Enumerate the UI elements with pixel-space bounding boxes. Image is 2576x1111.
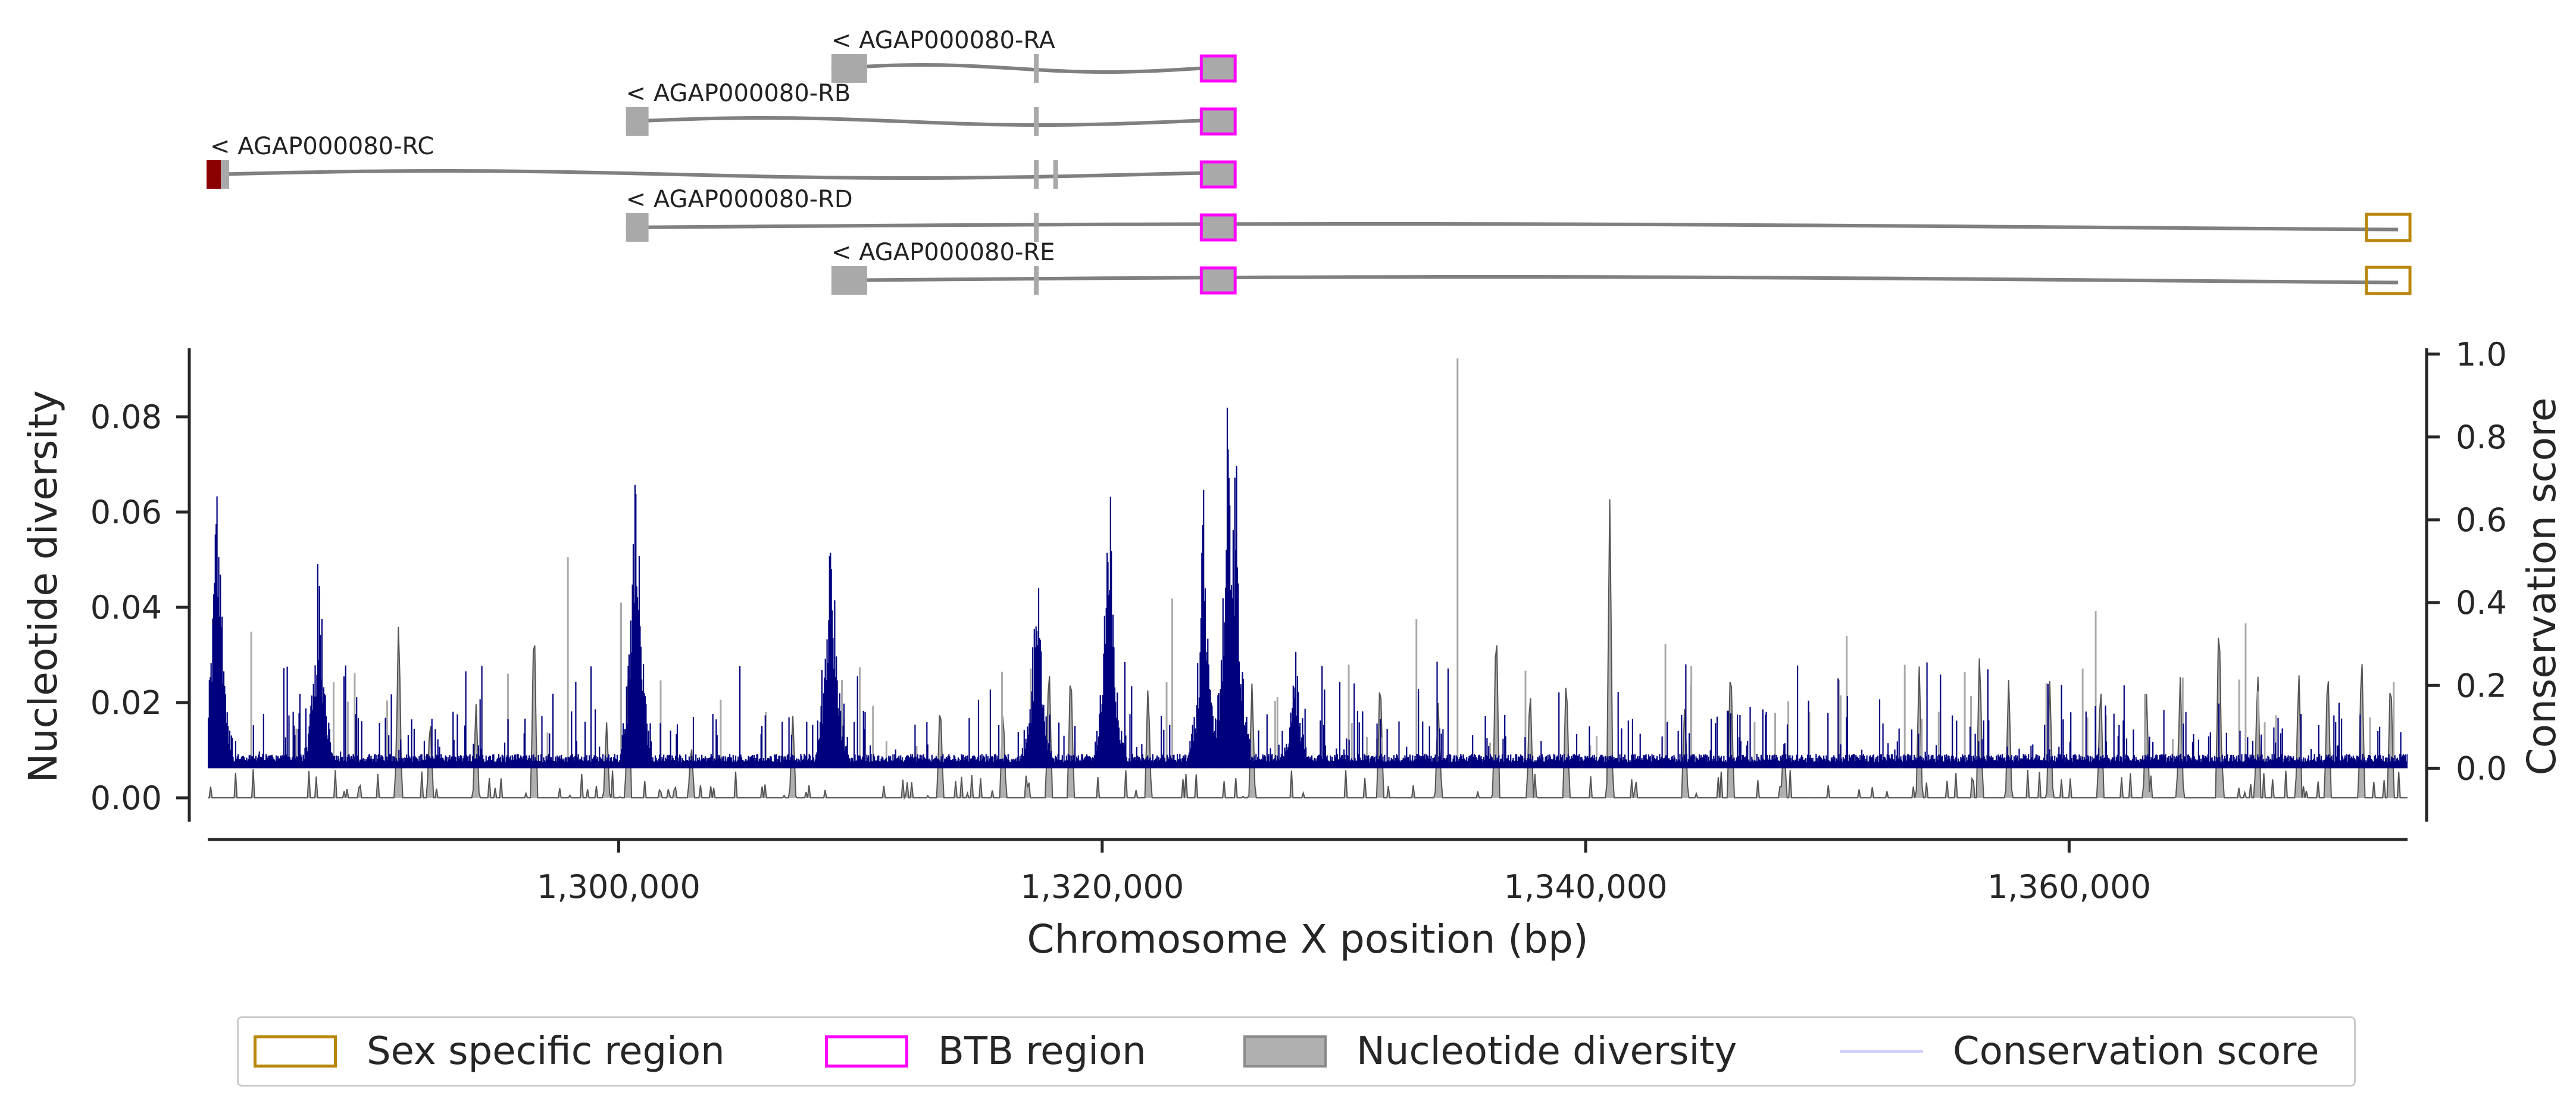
- btb-swatch-icon: [825, 1035, 908, 1068]
- btb-region: [1199, 266, 1237, 295]
- intron-line: [626, 116, 1236, 127]
- btb-region: [1199, 107, 1237, 136]
- y-left-tick-label: 0.00: [90, 779, 162, 817]
- y-right-tick-label: 0.4: [2456, 584, 2507, 622]
- diversity-area: [208, 499, 2408, 798]
- y-left-axis-label: Nucleotide diversity: [20, 390, 66, 782]
- transcript-row: < AGAP000080-RB: [626, 80, 1237, 136]
- axes: 1,300,000 1,320,000 1,340,000 1,360,0000.00…: [20, 336, 2565, 962]
- intron-line: [210, 168, 1236, 180]
- btb-region: [1199, 160, 1237, 189]
- y-left-tick-label: 0.04: [90, 589, 162, 626]
- diversity-plot-panel: [208, 358, 2408, 800]
- small-exon: [1034, 213, 1039, 242]
- exon: [626, 107, 649, 136]
- y-right-tick-label: 0.0: [2456, 750, 2507, 787]
- sex-specific-region: [2365, 266, 2412, 295]
- x-tick-label: 1,360,000: [1987, 868, 2151, 906]
- x-axis-label: Chromosome X position (bp): [1027, 916, 1588, 962]
- transcript-label: < AGAP000080-RA: [831, 27, 1056, 54]
- small-exon: [1034, 54, 1039, 83]
- sex-specific-region: [2365, 213, 2412, 242]
- transcript-label: < AGAP000080-RE: [831, 239, 1055, 266]
- btb-region: [1199, 54, 1237, 83]
- legend-label-conservation: Conservation score: [1953, 1029, 2319, 1073]
- intron-line: [831, 63, 1236, 74]
- y-right-tick-label: 1.0: [2456, 336, 2507, 373]
- exon: [831, 266, 867, 295]
- legend-item-btb: BTB region: [825, 1018, 1146, 1085]
- x-tick-label: 1,340,000: [1504, 868, 1668, 906]
- x-tick-label: 1,320,000: [1020, 868, 1184, 906]
- legend-item-conservation: Conservation score: [1840, 1018, 2319, 1085]
- legend-item-diversity: Nucleotide diversity: [1243, 1018, 1737, 1085]
- legend-label-diversity: Nucleotide diversity: [1356, 1029, 1737, 1073]
- exon: [626, 213, 649, 242]
- legend: Sex specific region BTB region Nucleotid…: [237, 1016, 2356, 1087]
- exon: [221, 160, 230, 189]
- diversity-line: [208, 499, 2408, 800]
- transcript-label: < AGAP000080-RB: [626, 80, 851, 107]
- sex-specific-swatch-icon: [254, 1035, 337, 1068]
- transcript-row: < AGAP000080-RD: [626, 186, 2412, 242]
- x-tick-label: 1,300,000: [537, 868, 701, 906]
- transcript-row: < AGAP000080-RA: [831, 27, 1237, 83]
- intron-line: [626, 222, 2399, 232]
- small-exon: [1053, 160, 1058, 189]
- transcript-label: < AGAP000080-RD: [626, 186, 853, 213]
- legend-label-btb: BTB region: [938, 1029, 1146, 1073]
- legend-item-sex-specific: Sex specific region: [254, 1018, 725, 1085]
- transcript-label: < AGAP000080-RC: [210, 133, 434, 160]
- y-left-tick-label: 0.08: [90, 398, 162, 436]
- transcript-row: < AGAP000080-RC: [207, 133, 1237, 189]
- y-right-tick-label: 0.6: [2456, 501, 2507, 539]
- transcript-row: < AGAP000080-RE: [831, 239, 2412, 295]
- small-exon: [1034, 107, 1039, 136]
- y-left-tick-label: 0.02: [90, 684, 162, 722]
- gene-model-panel: < AGAP000080-RA < AGAP000080-RB < AGAP0000…: [207, 27, 2412, 295]
- y-right-axis-label: Conservation score: [2519, 398, 2565, 776]
- btb-region: [1199, 213, 1237, 242]
- legend-label-sex-specific: Sex specific region: [367, 1029, 725, 1073]
- conservation-spikes: [208, 407, 2408, 769]
- diversity-series: [208, 499, 2408, 800]
- intron-line: [831, 275, 2399, 285]
- conservation-series: [208, 407, 2408, 769]
- conservation-swatch-icon: [1840, 1050, 1923, 1053]
- small-exon: [1034, 266, 1039, 295]
- first-exon: [207, 160, 221, 189]
- exon: [831, 54, 867, 83]
- y-right-tick-label: 0.2: [2456, 667, 2507, 704]
- y-left-tick-label: 0.06: [90, 494, 162, 531]
- y-right-tick-label: 0.8: [2456, 419, 2507, 456]
- small-exon: [1034, 160, 1039, 189]
- diversity-swatch-icon: [1243, 1035, 1327, 1068]
